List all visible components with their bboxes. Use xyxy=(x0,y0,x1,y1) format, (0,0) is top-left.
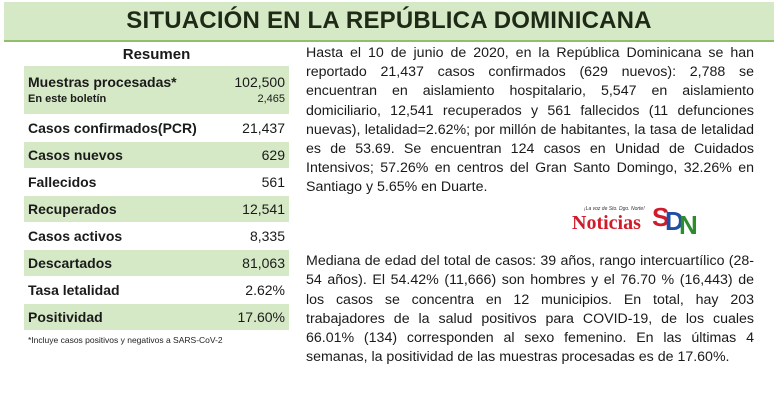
summary-table: Muestras procesadas* En este boletín 102… xyxy=(24,66,289,331)
row-value: 81,063 xyxy=(203,249,289,277)
row-value: 8,335 xyxy=(203,222,289,250)
row-label: Casos nuevos xyxy=(24,141,203,169)
table-row: Positividad 17.60% xyxy=(24,303,289,331)
sdn-logo-icon: S D N xyxy=(652,200,700,240)
row-value: 2.62% xyxy=(203,276,289,304)
muestras-value: 102,500 xyxy=(234,73,285,90)
row-label: Tasa letalidad xyxy=(24,276,203,304)
table-row: Casos confirmados(PCR) 21,437 xyxy=(24,114,289,142)
muestras-label-cell: Muestras procesadas* En este boletín xyxy=(24,66,203,115)
row-value: 561 xyxy=(203,168,289,196)
paragraph-2: Mediana de edad del total de casos: 39 a… xyxy=(306,253,754,366)
table-row: Tasa letalidad 2.62% xyxy=(24,276,289,304)
summary-heading: Resumen xyxy=(122,46,191,63)
summary-panel: Resumen Muestras procesadas* En este bol… xyxy=(24,44,289,345)
row-label: Casos activos xyxy=(24,222,203,250)
table-row: Casos nuevos 629 xyxy=(24,141,289,169)
paragraph-1-container: Hasta el 10 de junio de 2020, en la Repú… xyxy=(306,44,754,198)
footnote: *Incluye casos positivos y negativos a S… xyxy=(28,335,223,345)
paragraph-1: Hasta el 10 de junio de 2020, en la Repú… xyxy=(306,45,754,196)
table-row: Fallecidos 561 xyxy=(24,168,289,196)
row-label: Fallecidos xyxy=(24,168,203,196)
row-label: Recuperados xyxy=(24,195,203,223)
logo-letter-n: N xyxy=(679,210,698,240)
row-value: 21,437 xyxy=(203,114,289,142)
paragraph-2-container: Mediana de edad del total de casos: 39 a… xyxy=(306,238,754,382)
table-row: Descartados 81,063 xyxy=(24,249,289,277)
boletin-value: 2,465 xyxy=(257,92,285,105)
row-value: 12,541 xyxy=(203,195,289,223)
watermark-tagline: ¡La voz de Sto. Dgo. Norte! xyxy=(584,206,645,212)
row-label: Descartados xyxy=(24,249,203,277)
logo-letter-d: D xyxy=(665,206,684,236)
row-value: 629 xyxy=(203,141,289,169)
row-label: Positividad xyxy=(24,303,203,331)
row-label: Casos confirmados(PCR) xyxy=(24,114,203,142)
muestras-label: Muestras procesadas* xyxy=(28,73,177,90)
muestras-value-cell: 102,500 2,465 xyxy=(203,66,289,115)
page-title: SITUACIÓN EN LA REPÚBLICA DOMINICANA xyxy=(4,2,774,42)
table-row-muestras: Muestras procesadas* En este boletín 102… xyxy=(24,66,289,115)
logo-letter-s: S xyxy=(652,202,670,232)
watermark-word: Noticias xyxy=(572,212,641,234)
table-row: Recuperados 12,541 xyxy=(24,195,289,223)
row-value: 17.60% xyxy=(203,303,289,331)
table-row: Casos activos 8,335 xyxy=(24,222,289,250)
boletin-label: En este boletín xyxy=(28,92,107,105)
noticias-watermark: ¡La voz de Sto. Dgo. Norte! Noticias S D… xyxy=(570,200,720,240)
